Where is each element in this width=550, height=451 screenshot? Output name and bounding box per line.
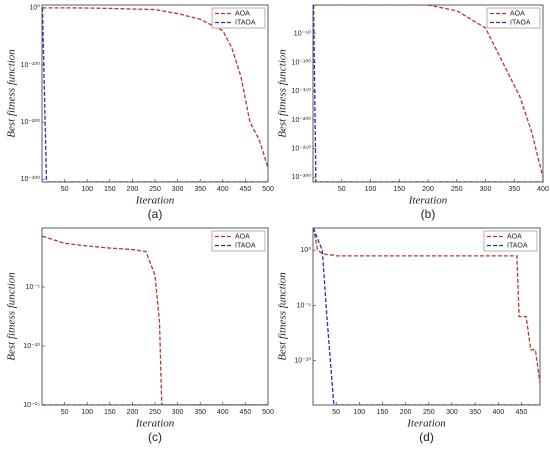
legend-label: AOA [507,233,522,240]
x-tick-label: 200 [127,186,139,193]
x-tick-label: 200 [400,409,412,416]
y-axis-label: Best fitness function [277,49,289,138]
legend [211,230,266,252]
y-tick-label: 10⁻⁵ [297,302,311,309]
y-tick-label: 10⁻¹⁰ [23,342,40,350]
x-tick-label: 250 [451,186,463,193]
x-axis-label: Iteration [135,418,175,430]
legend-label: ITAOA [235,19,256,26]
legend-label: ITAOA [235,242,256,249]
x-tick-label: 50 [338,186,346,193]
series-line [42,7,268,168]
y-tick-label: 10⁻²⁵⁰ [291,145,311,153]
legend-label: AOA [510,10,525,17]
y-tick-label: 10⁻¹⁰⁰ [292,58,312,66]
x-tick-label: 150 [104,409,116,416]
y-tick-label: 10⁻²⁰⁰ [292,116,312,124]
x-tick-label: 250 [149,186,161,193]
x-tick-label: 100 [365,186,377,193]
series-line [313,5,543,178]
legend [486,7,541,29]
x-tick-label: 400 [217,186,229,193]
x-tick-label: 300 [480,186,492,193]
x-tick-label: 450 [516,409,528,416]
x-tick-label: 150 [393,186,405,193]
x-tick-label: 150 [377,409,389,416]
y-axis-label: Best fitness function [6,49,18,138]
x-axis-label: Iteration [406,418,446,430]
legend [211,7,266,29]
x-axis-label: Iteration [135,195,175,207]
x-tick-label: 350 [508,186,520,193]
y-tick-label: 10⁻¹⁰ [294,357,311,365]
x-tick-label: 250 [149,409,161,416]
x-tick-label: 100 [81,409,93,416]
series-line [42,235,268,405]
y-tick-label: 10⁻⁵⁰ [294,30,311,38]
y-axis-label: Best fitness function [6,272,18,361]
y-tick-label: 10⁰ [300,246,311,254]
x-tick-label: 500 [262,409,274,416]
plot-area [312,4,544,183]
panel: 50 100 150 200 250 300 350 400 450 500 10⁻⁵ 10⁻¹⁰ 10… [6,227,274,444]
x-tick-label: 300 [172,409,184,416]
y-tick-label: 10⁻³⁰⁰ [21,175,41,183]
series-line [313,228,540,405]
x-tick-label: 50 [61,186,69,193]
x-tick-label: 350 [194,186,206,193]
y-tick-label: 10⁻³⁰⁰ [292,173,312,181]
legend [483,230,538,252]
x-tick-label: 200 [127,409,139,416]
y-tick-label: 10⁰ [29,4,40,12]
caption: (b) [421,207,436,221]
x-tick-label: 300 [172,186,184,193]
caption: (c) [148,430,162,444]
y-tick-label: 10⁻¹⁵⁰ [291,87,311,95]
x-tick-label: 50 [332,409,340,416]
legend-label: ITAOA [507,242,528,249]
x-tick-label: 200 [422,186,434,193]
legend-label: AOA [235,233,250,240]
caption: (a) [148,207,163,221]
series-line [313,228,540,383]
y-tick-label: 10⁻²⁰⁰ [21,118,41,126]
plot-area [312,227,541,406]
y-tick-label: 10⁻⁵ [26,284,40,291]
x-tick-label: 350 [469,409,481,416]
x-tick-label: 100 [353,409,365,416]
x-tick-label: 500 [262,186,274,193]
panel: 50 100 150 200 250 300 350 400 450 500 10⁰ 10⁻¹⁰⁰ 10… [6,4,274,221]
x-tick-label: 150 [104,186,116,193]
x-tick-label: 50 [61,409,69,416]
y-axis-label: Best fitness function [277,272,289,361]
x-tick-label: 300 [446,409,458,416]
plot-area [41,4,269,183]
x-tick-label: 400 [217,409,229,416]
x-tick-label: 450 [240,186,252,193]
y-tick-label: 10⁻¹⁰⁰ [21,61,41,69]
panel: 50 100 150 200 250 300 350 400 450 10⁰ 10⁻⁵ 10⁻¹⁰ AO… [277,227,541,444]
legend-label: AOA [235,10,250,17]
x-tick-label: 350 [194,409,206,416]
x-tick-label: 100 [81,186,93,193]
x-tick-label: 450 [240,409,252,416]
x-tick-label: 400 [492,409,504,416]
x-tick-label: 250 [423,409,435,416]
legend-label: ITAOA [510,19,531,26]
plot-area [41,227,269,406]
y-tick-label: 10⁻¹⁵ [23,402,40,409]
x-tick-label: 400 [537,186,549,193]
panel: 50 100 150 200 250 300 350 400 10⁻⁵⁰ 10⁻¹⁰⁰ 10⁻¹⁵⁰… [277,4,549,221]
caption: (d) [419,430,434,444]
x-axis-label: Iteration [408,195,448,207]
